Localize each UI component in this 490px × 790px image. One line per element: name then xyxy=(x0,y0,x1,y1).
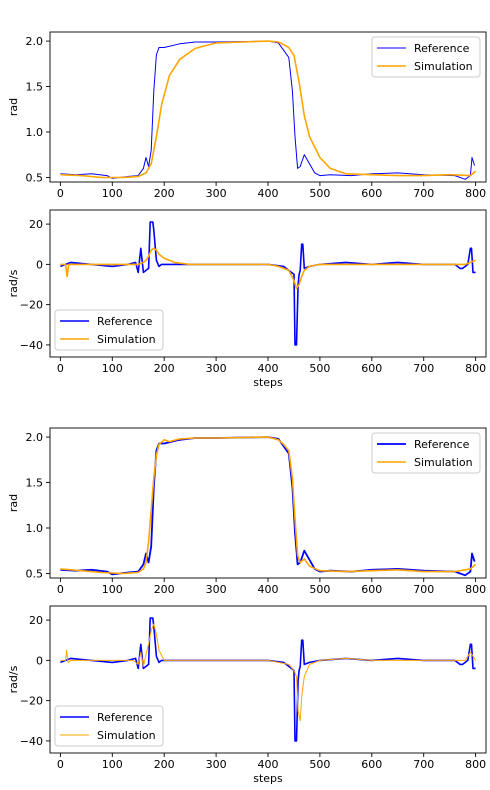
x-tick-label: 700 xyxy=(413,758,434,771)
x-tick-label: 400 xyxy=(258,187,279,200)
x-tick-label: 300 xyxy=(206,583,227,596)
x-tick-label: 300 xyxy=(206,362,227,375)
panel-1: 0 100 200 300 400 500 600 700 800 0.5 1.0 1.5 2.0 rad… xyxy=(7,31,487,200)
series-line-simulation xyxy=(60,40,477,179)
y-tick-label: 1.0 xyxy=(26,126,44,139)
x-tick-label: 600 xyxy=(361,187,382,200)
legend-label-reference: Reference xyxy=(97,315,153,328)
x-tick-label: 300 xyxy=(206,758,227,771)
x-tick-label: 600 xyxy=(361,583,382,596)
x-tick-label: 700 xyxy=(413,187,434,200)
x-tick-label: 100 xyxy=(102,758,123,771)
x-tick-label: 800 xyxy=(465,187,486,200)
legend-label-simulation: Simulation xyxy=(414,456,473,469)
y-tick-label: 1.5 xyxy=(26,477,44,490)
legend: Reference Simulation xyxy=(371,432,481,474)
y-axis-label: rad xyxy=(7,494,20,512)
legend-label-simulation: Simulation xyxy=(97,729,156,742)
y-tick-label: −20 xyxy=(20,299,43,312)
legend-label-reference: Reference xyxy=(97,711,153,724)
panel-2: 0 100 200 300 400 500 600 700 800 −40 −20 0 20 rad/s s… xyxy=(7,209,487,389)
x-tick-label: 500 xyxy=(309,187,330,200)
y-tick-label: 2.0 xyxy=(26,35,44,48)
y-tick-label: −20 xyxy=(20,695,43,708)
legend-box xyxy=(371,36,481,78)
y-tick-label: 20 xyxy=(29,218,43,231)
x-tick-label: 0 xyxy=(57,758,64,771)
y-tick-label: 0.5 xyxy=(26,171,44,184)
x-tick-label: 700 xyxy=(413,583,434,596)
x-tick-label: 200 xyxy=(154,583,175,596)
series-line-reference xyxy=(60,40,476,180)
x-tick-label: 800 xyxy=(465,758,486,771)
x-tick-label: 100 xyxy=(102,583,123,596)
y-axis-label: rad xyxy=(7,98,20,116)
x-tick-label: 600 xyxy=(361,758,382,771)
y-tick-label: 20 xyxy=(29,614,43,627)
x-tick-label: 0 xyxy=(57,362,64,375)
series-line-simulation xyxy=(60,623,477,722)
legend: Reference Simulation xyxy=(54,705,164,747)
series-line-simulation xyxy=(60,247,476,290)
legend-label-reference: Reference xyxy=(414,438,470,451)
x-tick-label: 700 xyxy=(413,362,434,375)
y-tick-label: 0 xyxy=(36,654,43,667)
series-line-simulation xyxy=(60,436,477,575)
x-tick-label: 800 xyxy=(465,583,486,596)
y-tick-label: 1.0 xyxy=(26,522,44,535)
x-tick-label: 400 xyxy=(258,583,279,596)
legend-label-simulation: Simulation xyxy=(97,333,156,346)
y-tick-label: −40 xyxy=(20,339,43,352)
x-tick-label: 200 xyxy=(154,187,175,200)
legend-box xyxy=(54,705,164,747)
x-tick-label: 800 xyxy=(465,362,486,375)
x-tick-label: 200 xyxy=(154,362,175,375)
y-axis-label: rad/s xyxy=(7,269,20,297)
x-axis-label: steps xyxy=(253,376,283,389)
legend-box xyxy=(54,309,164,351)
x-tick-label: 300 xyxy=(206,187,227,200)
y-tick-label: 2.0 xyxy=(26,431,44,444)
x-tick-label: 100 xyxy=(102,187,123,200)
x-tick-label: 600 xyxy=(361,362,382,375)
x-tick-label: 500 xyxy=(309,362,330,375)
panel-3: 0 100 200 300 400 500 600 700 800 0.5 1.0 1.5 2.0 rad… xyxy=(7,427,487,596)
legend-label-simulation: Simulation xyxy=(414,60,473,73)
legend-label-reference: Reference xyxy=(414,42,470,55)
x-tick-label: 500 xyxy=(309,758,330,771)
legend: Reference Simulation xyxy=(371,36,481,78)
x-tick-label: 0 xyxy=(57,187,64,200)
x-tick-label: 100 xyxy=(102,362,123,375)
y-axis-label: rad/s xyxy=(7,665,20,693)
y-tick-label: 1.5 xyxy=(26,81,44,94)
y-tick-label: −40 xyxy=(20,735,43,748)
x-axis-label: steps xyxy=(253,772,283,785)
legend: Reference Simulation xyxy=(54,309,164,351)
panel-4: 0 100 200 300 400 500 600 700 800 −40 −20 0 20 rad/s s… xyxy=(7,605,487,785)
x-tick-label: 0 xyxy=(57,583,64,596)
x-tick-label: 400 xyxy=(258,758,279,771)
x-tick-label: 200 xyxy=(154,758,175,771)
y-tick-label: 0 xyxy=(36,258,43,271)
legend-box xyxy=(371,432,481,474)
x-tick-label: 500 xyxy=(309,583,330,596)
x-tick-label: 400 xyxy=(258,362,279,375)
series-line-reference xyxy=(60,221,476,346)
y-tick-label: 0.5 xyxy=(26,567,44,580)
